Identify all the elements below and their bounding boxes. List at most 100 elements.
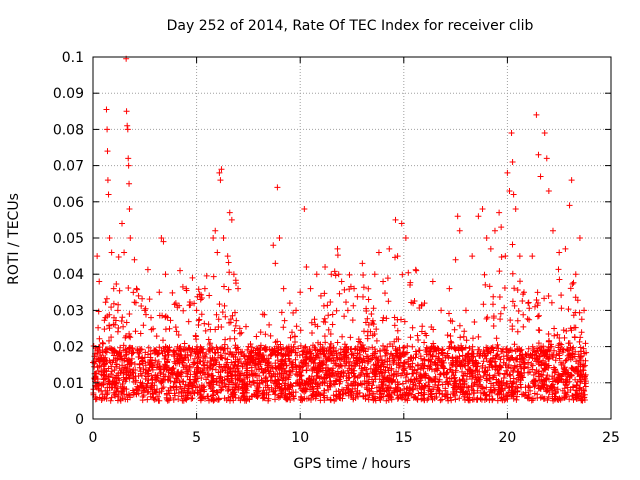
data-point (301, 206, 308, 213)
data-point (102, 314, 109, 321)
data-point (537, 173, 544, 180)
data-point (510, 191, 517, 198)
data-point (421, 300, 428, 307)
data-point (313, 271, 320, 278)
data-point (104, 148, 111, 155)
data-point (110, 285, 117, 292)
data-point (141, 307, 148, 314)
data-point (504, 169, 511, 176)
data-point (125, 162, 132, 169)
data-point (545, 187, 552, 194)
data-point (212, 227, 219, 234)
data-point (148, 314, 155, 321)
data-point (380, 278, 387, 285)
data-point (272, 260, 279, 267)
data-point (125, 155, 132, 162)
data-point (108, 249, 115, 256)
x-tick-label: 10 (291, 430, 309, 446)
data-point (158, 235, 165, 241)
data-point (126, 180, 133, 187)
data-point (126, 206, 133, 213)
data-point (407, 282, 414, 289)
data-point (104, 126, 111, 133)
data-point (509, 158, 516, 165)
data-point (520, 289, 527, 296)
data-point (386, 245, 393, 252)
data-point (506, 187, 513, 194)
data-point (581, 307, 588, 314)
data-point (189, 274, 196, 281)
data-point (469, 253, 476, 260)
data-point (371, 271, 378, 278)
data-point (297, 289, 304, 296)
data-point (307, 285, 314, 292)
x-tick-label: 25 (602, 430, 620, 446)
data-point (512, 206, 519, 213)
data-point (172, 300, 179, 307)
data-point (105, 191, 112, 198)
data-point (217, 177, 224, 184)
data-point (123, 108, 130, 115)
data-point (496, 209, 503, 216)
data-point (127, 235, 134, 241)
y-tick-label: 0.07 (53, 159, 84, 175)
data-point (516, 253, 523, 260)
data-point (334, 245, 341, 252)
data-point (183, 285, 190, 292)
data-point (94, 253, 101, 260)
data-point (230, 271, 237, 278)
data-point (220, 235, 227, 241)
data-point (394, 253, 401, 260)
data-point (245, 343, 252, 350)
data-point (438, 307, 445, 314)
data-point (119, 220, 126, 227)
data-point (328, 271, 335, 278)
data-point (572, 271, 579, 278)
data-point (344, 307, 351, 314)
data-point (293, 307, 300, 314)
y-tick-label: 0.1 (62, 50, 84, 66)
data-point (124, 122, 131, 129)
data-point (454, 213, 461, 220)
data-point (103, 106, 110, 113)
data-point (487, 245, 494, 252)
data-point (322, 263, 329, 270)
data-point (226, 209, 233, 216)
y-axis-label: ROTI / TECUs (6, 193, 22, 285)
data-point (502, 253, 509, 260)
data-point (452, 256, 459, 263)
data-point (280, 285, 287, 292)
data-point (375, 249, 382, 256)
data-point (498, 224, 505, 231)
data-point (338, 278, 345, 285)
data-point (131, 256, 138, 263)
data-point-cloud (90, 241, 590, 404)
data-point (286, 300, 293, 307)
data-point (303, 263, 310, 270)
data-point (266, 321, 273, 328)
data-point (135, 292, 142, 299)
data-point (576, 235, 583, 241)
data-point (270, 242, 277, 249)
data-point (104, 177, 111, 184)
x-axis-label: GPS time / hours (293, 456, 411, 472)
data-point (562, 245, 569, 252)
data-point (359, 260, 366, 267)
data-point (160, 238, 167, 245)
data-point (114, 307, 121, 314)
y-tick-label: 0.01 (53, 376, 84, 392)
data-point (456, 227, 463, 234)
data-point (214, 249, 221, 256)
data-point (392, 216, 399, 223)
data-point (475, 213, 482, 220)
data-point (255, 358, 262, 365)
data-point (429, 278, 436, 285)
data-point (218, 166, 225, 173)
data-point (479, 206, 486, 213)
data-point (529, 253, 536, 260)
data-point (398, 220, 405, 227)
x-tick-label: 5 (192, 430, 201, 446)
y-tick-label: 0.08 (53, 122, 84, 138)
data-point (235, 285, 242, 292)
